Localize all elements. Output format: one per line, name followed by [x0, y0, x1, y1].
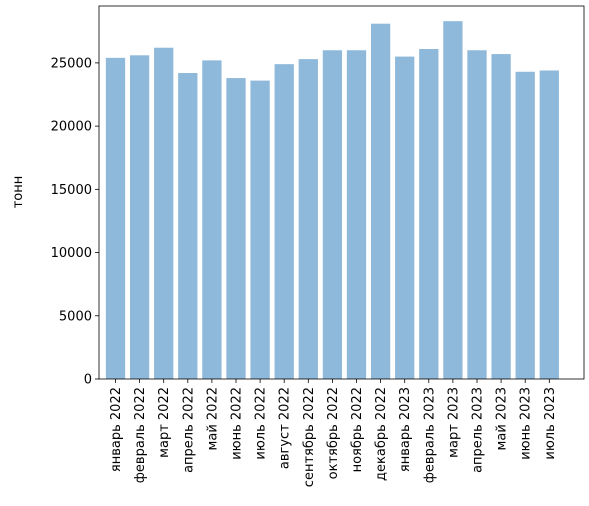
bar — [491, 54, 511, 380]
bar — [539, 70, 559, 379]
x-tick-label: март 2022 — [157, 387, 172, 458]
x-tick-label: январь 2023 — [398, 387, 413, 472]
bar — [105, 57, 126, 380]
y-axis-ticks: 0 5000 10000 15000 20000 25000 — [51, 56, 99, 388]
bar — [154, 47, 174, 379]
x-tick-label: ноябрь 2022 — [350, 387, 365, 472]
x-tick-label: май 2022 — [205, 387, 220, 450]
y-tick-label: 10000 — [51, 246, 92, 261]
bar — [274, 64, 294, 379]
x-axis-ticks: январь 2022 февраль 2022 март 2022 апрель 2… — [109, 379, 558, 487]
bars-group — [105, 21, 559, 380]
x-tick-label: апрель 2022 — [181, 387, 196, 473]
x-tick-label: декабрь 2022 — [374, 387, 389, 481]
bar — [443, 21, 463, 379]
x-tick-label: сентябрь 2022 — [302, 387, 317, 487]
y-tick-label: 20000 — [51, 120, 92, 135]
bar — [250, 80, 270, 379]
bar — [202, 60, 222, 380]
x-tick-label: август 2022 — [278, 387, 293, 469]
x-tick-label: февраль 2022 — [133, 387, 148, 483]
bar — [298, 59, 318, 380]
y-axis-label: тонн — [11, 176, 26, 209]
bar — [395, 56, 415, 379]
y-tick-label: 0 — [84, 373, 92, 388]
x-tick-label: июль 2023 — [543, 387, 558, 460]
y-tick-label: 5000 — [59, 309, 92, 324]
y-tick-label: 15000 — [51, 183, 92, 198]
x-tick-label: март 2023 — [446, 387, 461, 458]
x-tick-label: февраль 2023 — [422, 387, 437, 483]
x-tick-label: июнь 2023 — [519, 387, 534, 460]
bar — [515, 71, 535, 379]
x-tick-label: январь 2022 — [109, 387, 124, 472]
x-tick-label: апрель 2023 — [471, 387, 486, 473]
plot-frame — [98, 5, 585, 380]
bar — [129, 55, 150, 380]
bar — [467, 50, 487, 379]
bar — [178, 73, 198, 379]
y-tick-label: 25000 — [51, 56, 92, 71]
bar — [226, 78, 246, 379]
x-tick-label: июль 2022 — [254, 387, 269, 460]
x-tick-label: октябрь 2022 — [326, 387, 341, 479]
x-tick-label: июнь 2022 — [230, 387, 245, 460]
x-tick-label: май 2023 — [495, 387, 510, 450]
bar — [370, 23, 391, 379]
bar — [322, 50, 343, 379]
bar — [419, 48, 439, 380]
bar — [346, 50, 367, 379]
